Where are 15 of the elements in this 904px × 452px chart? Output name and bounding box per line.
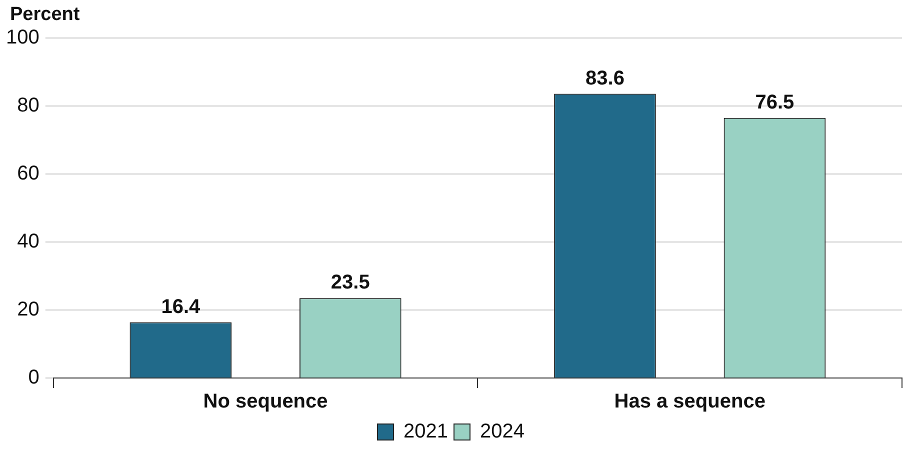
- y-tick-label: 100: [6, 26, 40, 49]
- x-tick-label: Has a sequence: [614, 390, 766, 413]
- data-label: 23.5: [330, 272, 370, 294]
- legend-label: 2024: [480, 420, 524, 443]
- data-label: 76.5: [755, 91, 794, 114]
- y-axis-title: Percent: [10, 4, 80, 26]
- legend-label: 2021: [404, 420, 448, 443]
- y-tick-label: 80: [17, 94, 40, 117]
- x-tick-label: No sequence: [203, 390, 328, 413]
- data-label: 83.6: [586, 67, 624, 90]
- data-label: 16.4: [161, 296, 201, 318]
- y-tick-label: 20: [17, 298, 40, 321]
- y-tick-label: 60: [17, 162, 40, 185]
- y-tick-label: 40: [17, 230, 40, 253]
- y-tick-label: 0: [28, 366, 40, 389]
